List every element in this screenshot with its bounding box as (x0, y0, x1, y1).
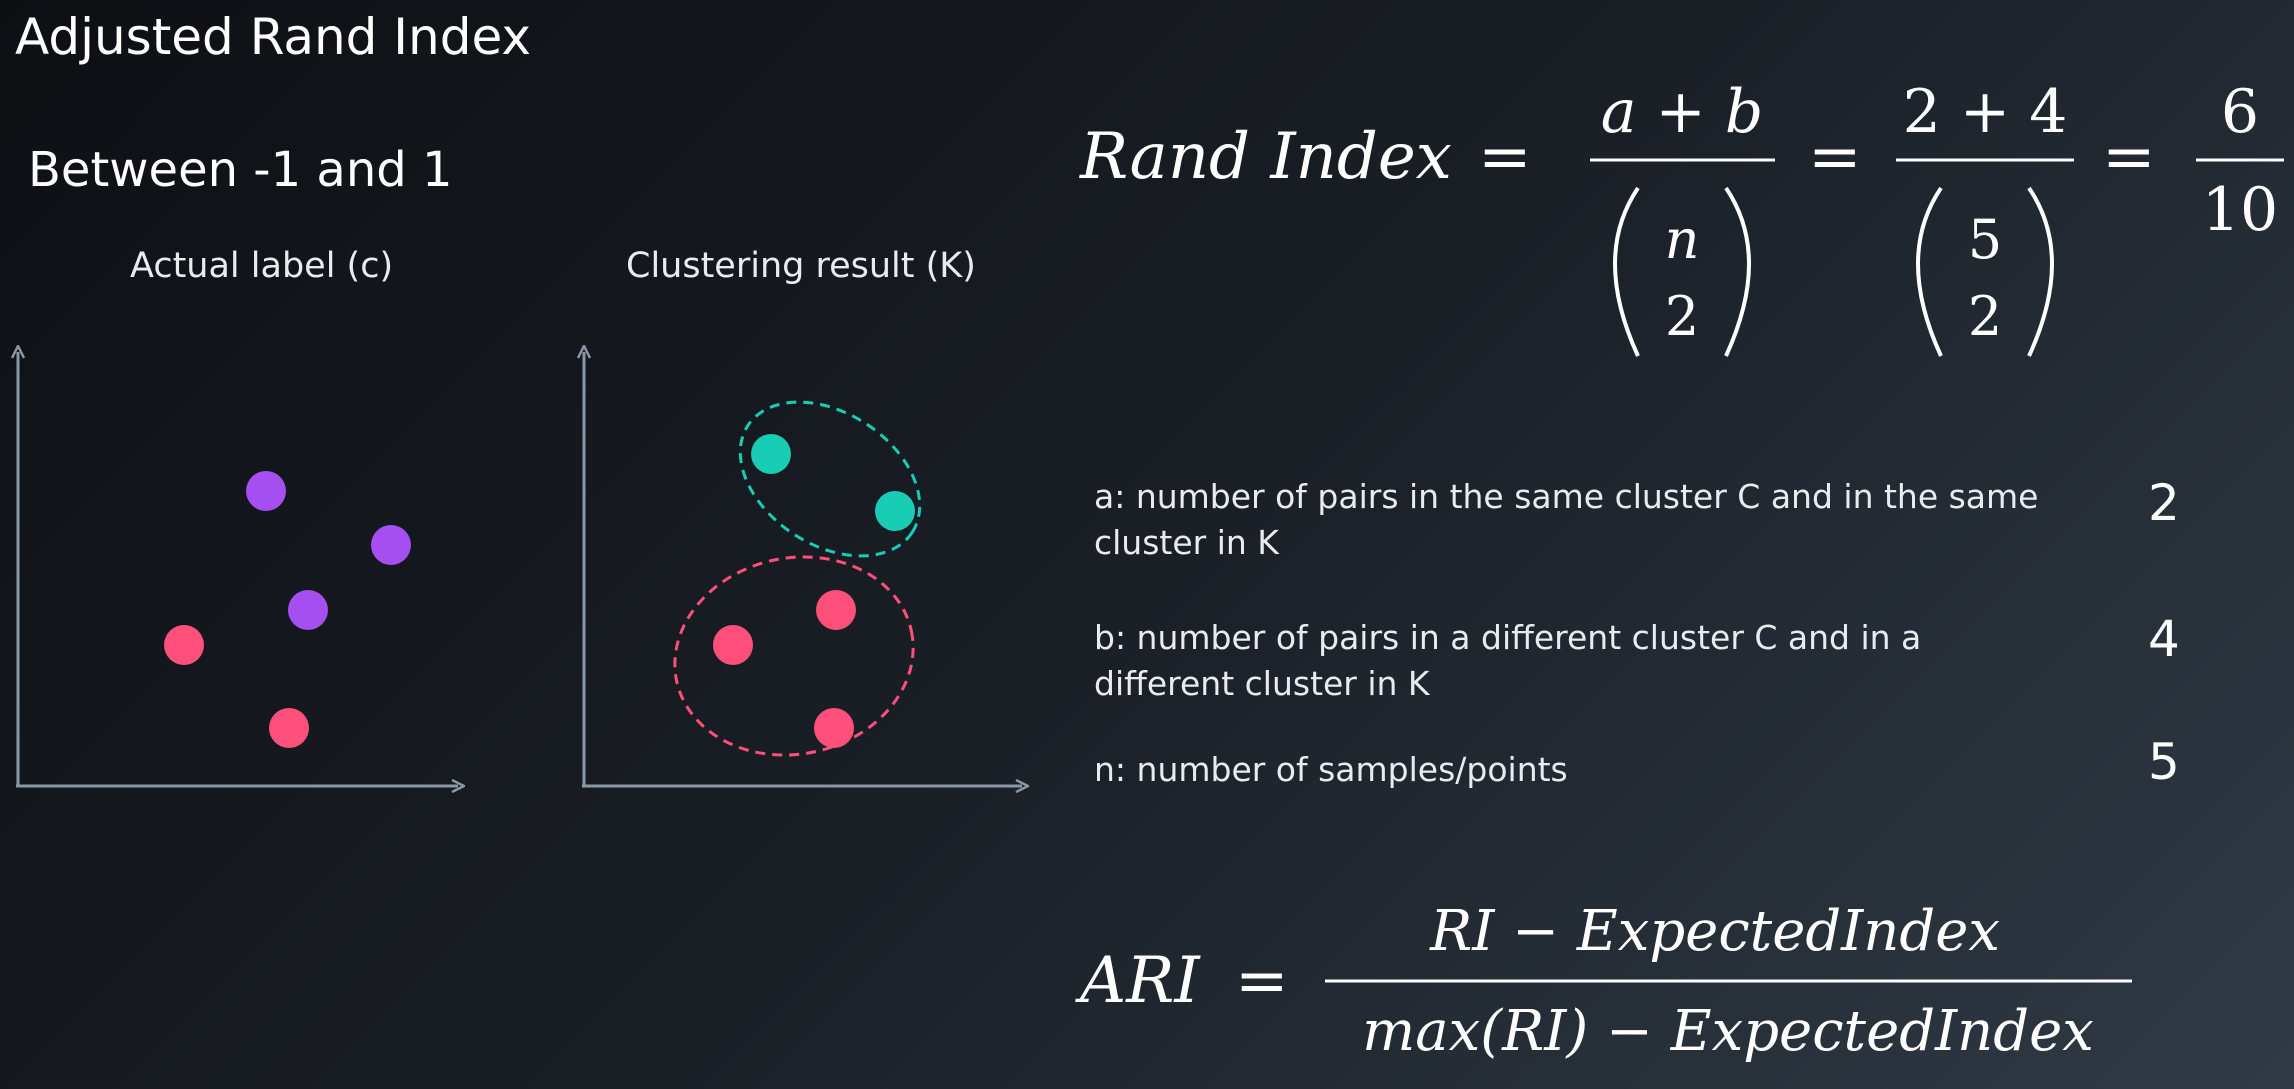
value-n: 5 (2148, 733, 2180, 791)
point-pink (814, 708, 854, 748)
ari-lhs: ARI (1075, 944, 1201, 1018)
right-paren (1724, 186, 1751, 357)
equals-sign: = (2102, 120, 2156, 194)
equals-sign: = (1235, 944, 1289, 1018)
left-paren (1613, 186, 1640, 357)
value-a: 2 (2148, 474, 2180, 532)
fraction-denominator: 10 (2202, 175, 2278, 245)
page-title: Adjusted Rand Index (15, 8, 531, 66)
scatter-diagrams (0, 330, 1040, 810)
rand-index-formula: Rand Index = a + b n 2 = 2 + 4 5 2 = 6 1… (1079, 77, 2284, 357)
fraction-numerator: 6 (2221, 77, 2259, 147)
binomial-bottom: 2 (1665, 285, 1699, 348)
point-purple (288, 590, 328, 630)
definition-n: n: number of samples/points (1094, 750, 1568, 789)
equals-sign: = (1478, 120, 1532, 194)
clustering-result-plot (582, 352, 1022, 786)
equals-sign: = (1808, 120, 1862, 194)
actual-label-plot (16, 352, 458, 786)
point-pink (164, 625, 204, 665)
fraction-numerator: 2 + 4 (1903, 77, 2068, 147)
actual-label-title: Actual label (c) (130, 246, 394, 286)
point-teal (751, 434, 791, 474)
point-teal (875, 491, 915, 531)
ari-denominator: max(RI) − ExpectedIndex (1362, 999, 2094, 1064)
point-purple (246, 471, 286, 511)
rand-index-lhs: Rand Index (1079, 120, 1452, 194)
fraction-numerator: a + b (1601, 77, 1764, 147)
ari-numerator: RI − ExpectedIndex (1429, 899, 2000, 964)
definition-b: b: number of pairs in a different cluste… (1094, 618, 1922, 703)
ari-formula: ARI = RI − ExpectedIndex max(RI) − Expec… (1075, 899, 2132, 1064)
clustering-result-title: Clustering result (K) (626, 246, 976, 286)
teal-cluster-outline (738, 400, 922, 558)
right-paren (2027, 186, 2054, 357)
binomial-bottom: 2 (1968, 285, 2002, 348)
value-b: 4 (2148, 610, 2180, 668)
definition-a: a: number of pairs in the same cluster C… (1094, 477, 2039, 562)
subtitle: Between -1 and 1 (28, 142, 453, 198)
binomial-top: n (1665, 208, 1700, 271)
pink-cluster-outline (673, 555, 915, 757)
point-pink (713, 625, 753, 665)
point-purple (371, 525, 411, 565)
point-pink (816, 590, 856, 630)
left-paren (1916, 186, 1943, 357)
point-pink (269, 708, 309, 748)
binomial-top: 5 (1968, 208, 2002, 271)
